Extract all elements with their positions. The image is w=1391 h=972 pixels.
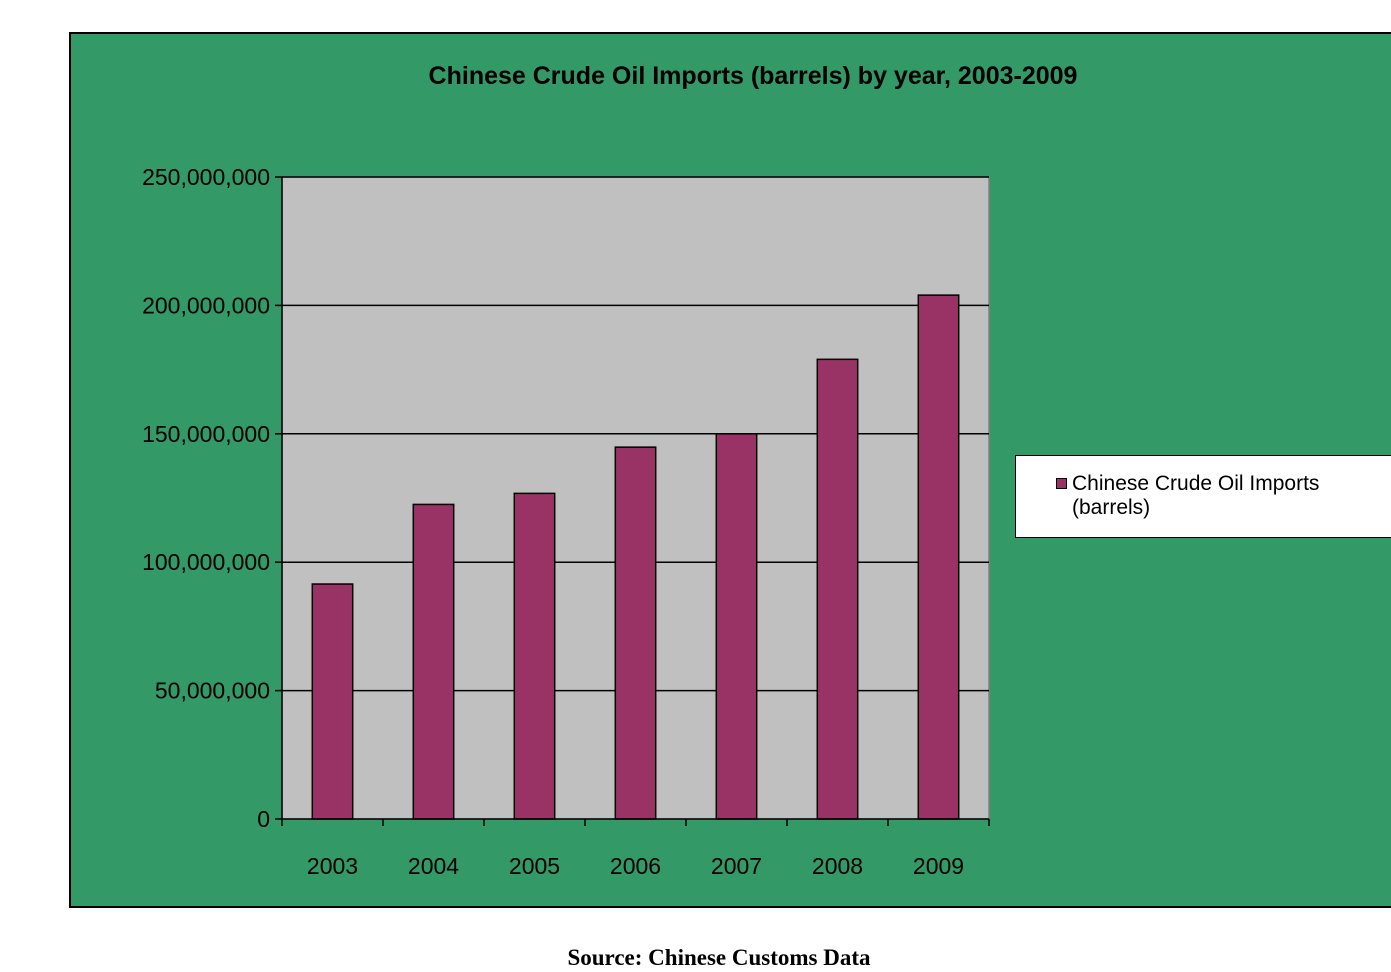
axes <box>275 176 990 826</box>
x-tick-label: 2008 <box>812 853 863 879</box>
y-tick-label: 200,000,000 <box>142 292 270 318</box>
y-tick-label: 100,000,000 <box>142 549 270 575</box>
x-tick-label: 2009 <box>913 853 964 879</box>
chart-title: Chinese Crude Oil Imports (barrels) by y… <box>429 62 1078 90</box>
y-tick-label: 250,000,000 <box>142 164 270 190</box>
bar <box>816 358 859 820</box>
bar <box>311 583 354 820</box>
y-axis-tick-labels: 0 50,000,000 100,000,000 150,000,000 200,000… <box>142 164 270 832</box>
bar <box>513 492 556 820</box>
bars <box>311 294 960 820</box>
source-note: Source: Chinese Customs Data <box>567 945 871 970</box>
y-tick-label: 150,000,000 <box>142 421 270 447</box>
x-tick-label: 2007 <box>711 853 762 879</box>
x-tick-label: 2006 <box>610 853 661 879</box>
x-tick-label: 2004 <box>408 853 459 879</box>
legend-label: Chinese Crude Oil Imports (barrels) <box>1072 472 1320 519</box>
x-tick-label: 2005 <box>509 853 560 879</box>
bar <box>614 446 657 820</box>
x-tick-label: 2003 <box>307 853 358 879</box>
y-tick-label: 50,000,000 <box>155 678 270 704</box>
x-axis-tick-labels: 2003 2004 2005 2006 2007 2008 2009 <box>307 853 964 879</box>
legend-swatch <box>1056 478 1067 489</box>
bar <box>917 294 960 820</box>
bar <box>412 503 455 820</box>
legend: Chinese Crude Oil Imports (barrels) <box>1015 455 1391 538</box>
y-tick-label: 0 <box>257 806 270 832</box>
bar <box>715 433 758 820</box>
